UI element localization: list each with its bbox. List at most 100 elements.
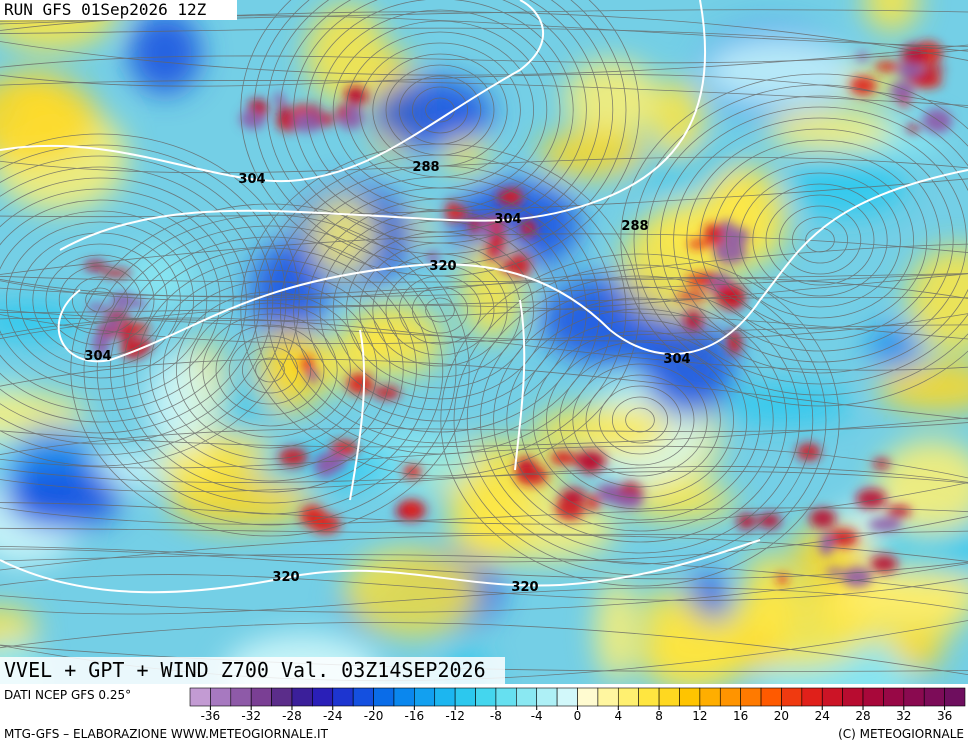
streamline [372,253,508,367]
field-spot [855,488,887,509]
colorbar-tick-label: 20 [774,709,789,723]
streamline [0,314,968,345]
streamline [0,199,221,401]
field-spot [757,512,782,529]
streamline [0,527,968,535]
field-spot [131,298,147,309]
footer-credit: MTG-GFS – ELABORAZIONE WWW.METEOGIORNALE… [4,727,329,741]
streamline [712,150,928,330]
colorbar-swatch [740,687,762,707]
contour-line [0,539,761,594]
colorbar-swatch [923,687,945,707]
colorbar-tick-label: 24 [815,709,830,723]
field-patch [372,77,493,150]
field-spot [906,124,921,133]
contour-label: 304 [494,212,521,227]
colorbar-swatch [638,687,660,707]
map-title: VVEL + GPT + WIND Z700 Val. 03Z14SEP2026 [4,658,486,682]
field-spot [345,86,368,106]
streamline [0,587,968,615]
field-spot [490,228,505,253]
streamline [398,275,482,345]
streamline [546,341,735,499]
colorbar-swatch [556,687,578,707]
streamline [0,563,968,613]
streamline [660,106,968,374]
streamline [0,178,968,218]
streamline [0,243,968,302]
field-patch [639,614,745,684]
colorbar-swatch [944,687,966,707]
colorbar-tick-label: 16 [733,709,748,723]
colorbar-swatch [373,687,395,707]
field-spot [301,355,314,373]
streamline [0,548,968,580]
streamline [0,482,968,525]
streamline [620,73,968,407]
field-patch [876,361,968,413]
field-patch [650,79,705,160]
streamline [0,210,208,390]
colorbar-tick-label: -8 [490,709,502,723]
field-spot [901,44,925,69]
run-label: RUN GFS 01Sep2026 12Z [4,0,207,19]
contour-labels: 304 288 304 288 320 304 304 320 320 [84,160,690,595]
streamline [585,374,695,466]
colorbar-tick-label: 36 [937,709,952,723]
streamline [559,352,721,488]
streamline [0,516,968,563]
field-spot [101,268,132,278]
streamline [0,296,968,313]
streamline [0,507,968,525]
streamline [0,534,968,571]
colorbar-swatch [679,687,701,707]
field-patch [784,152,907,218]
colorbar-swatch [699,687,721,707]
contour-line [349,299,526,501]
colorbar-swatch [230,687,252,707]
streamline [83,214,457,526]
streamline [0,554,968,594]
streamline [493,297,787,543]
colorbar-swatch [597,687,619,707]
streamline [752,183,888,297]
colorbar-swatch [719,687,741,707]
field-spot [809,508,836,529]
colorbar-swatch [495,687,517,707]
field-spot [403,499,419,519]
field-patch [538,128,649,179]
streamline [0,273,968,298]
field-spot [868,517,903,532]
streamline [0,79,968,106]
streamline [0,313,968,342]
colorbar-swatch [903,687,925,707]
streamline [0,233,968,275]
colorbar-swatch [312,687,334,707]
colorbar-swatch [352,687,374,707]
streamline [202,313,338,427]
streamline [625,407,655,433]
colorbar-swatch [842,687,864,707]
streamline [0,277,968,299]
colorbar-tick-label: -28 [282,709,302,723]
field-patch [703,36,855,107]
colorbar-swatch [475,687,497,707]
streamline [778,205,862,275]
streamline [765,194,875,286]
streamline [0,73,968,109]
colorbar-swatch [801,687,823,707]
contour-line [0,0,544,183]
field-spot [736,513,757,530]
colorbar-source: DATI NCEP GFS 0.25° [4,688,131,702]
streamline [646,95,968,385]
streamline [279,176,601,444]
colorbar-tick-label: 28 [855,709,870,723]
field-spot [920,65,945,74]
streamline [0,445,968,479]
streamline [739,172,901,308]
streamline [345,231,534,389]
streamline [726,161,915,319]
velocity-field [0,0,968,684]
streamline [411,86,468,134]
streamline [479,286,801,554]
